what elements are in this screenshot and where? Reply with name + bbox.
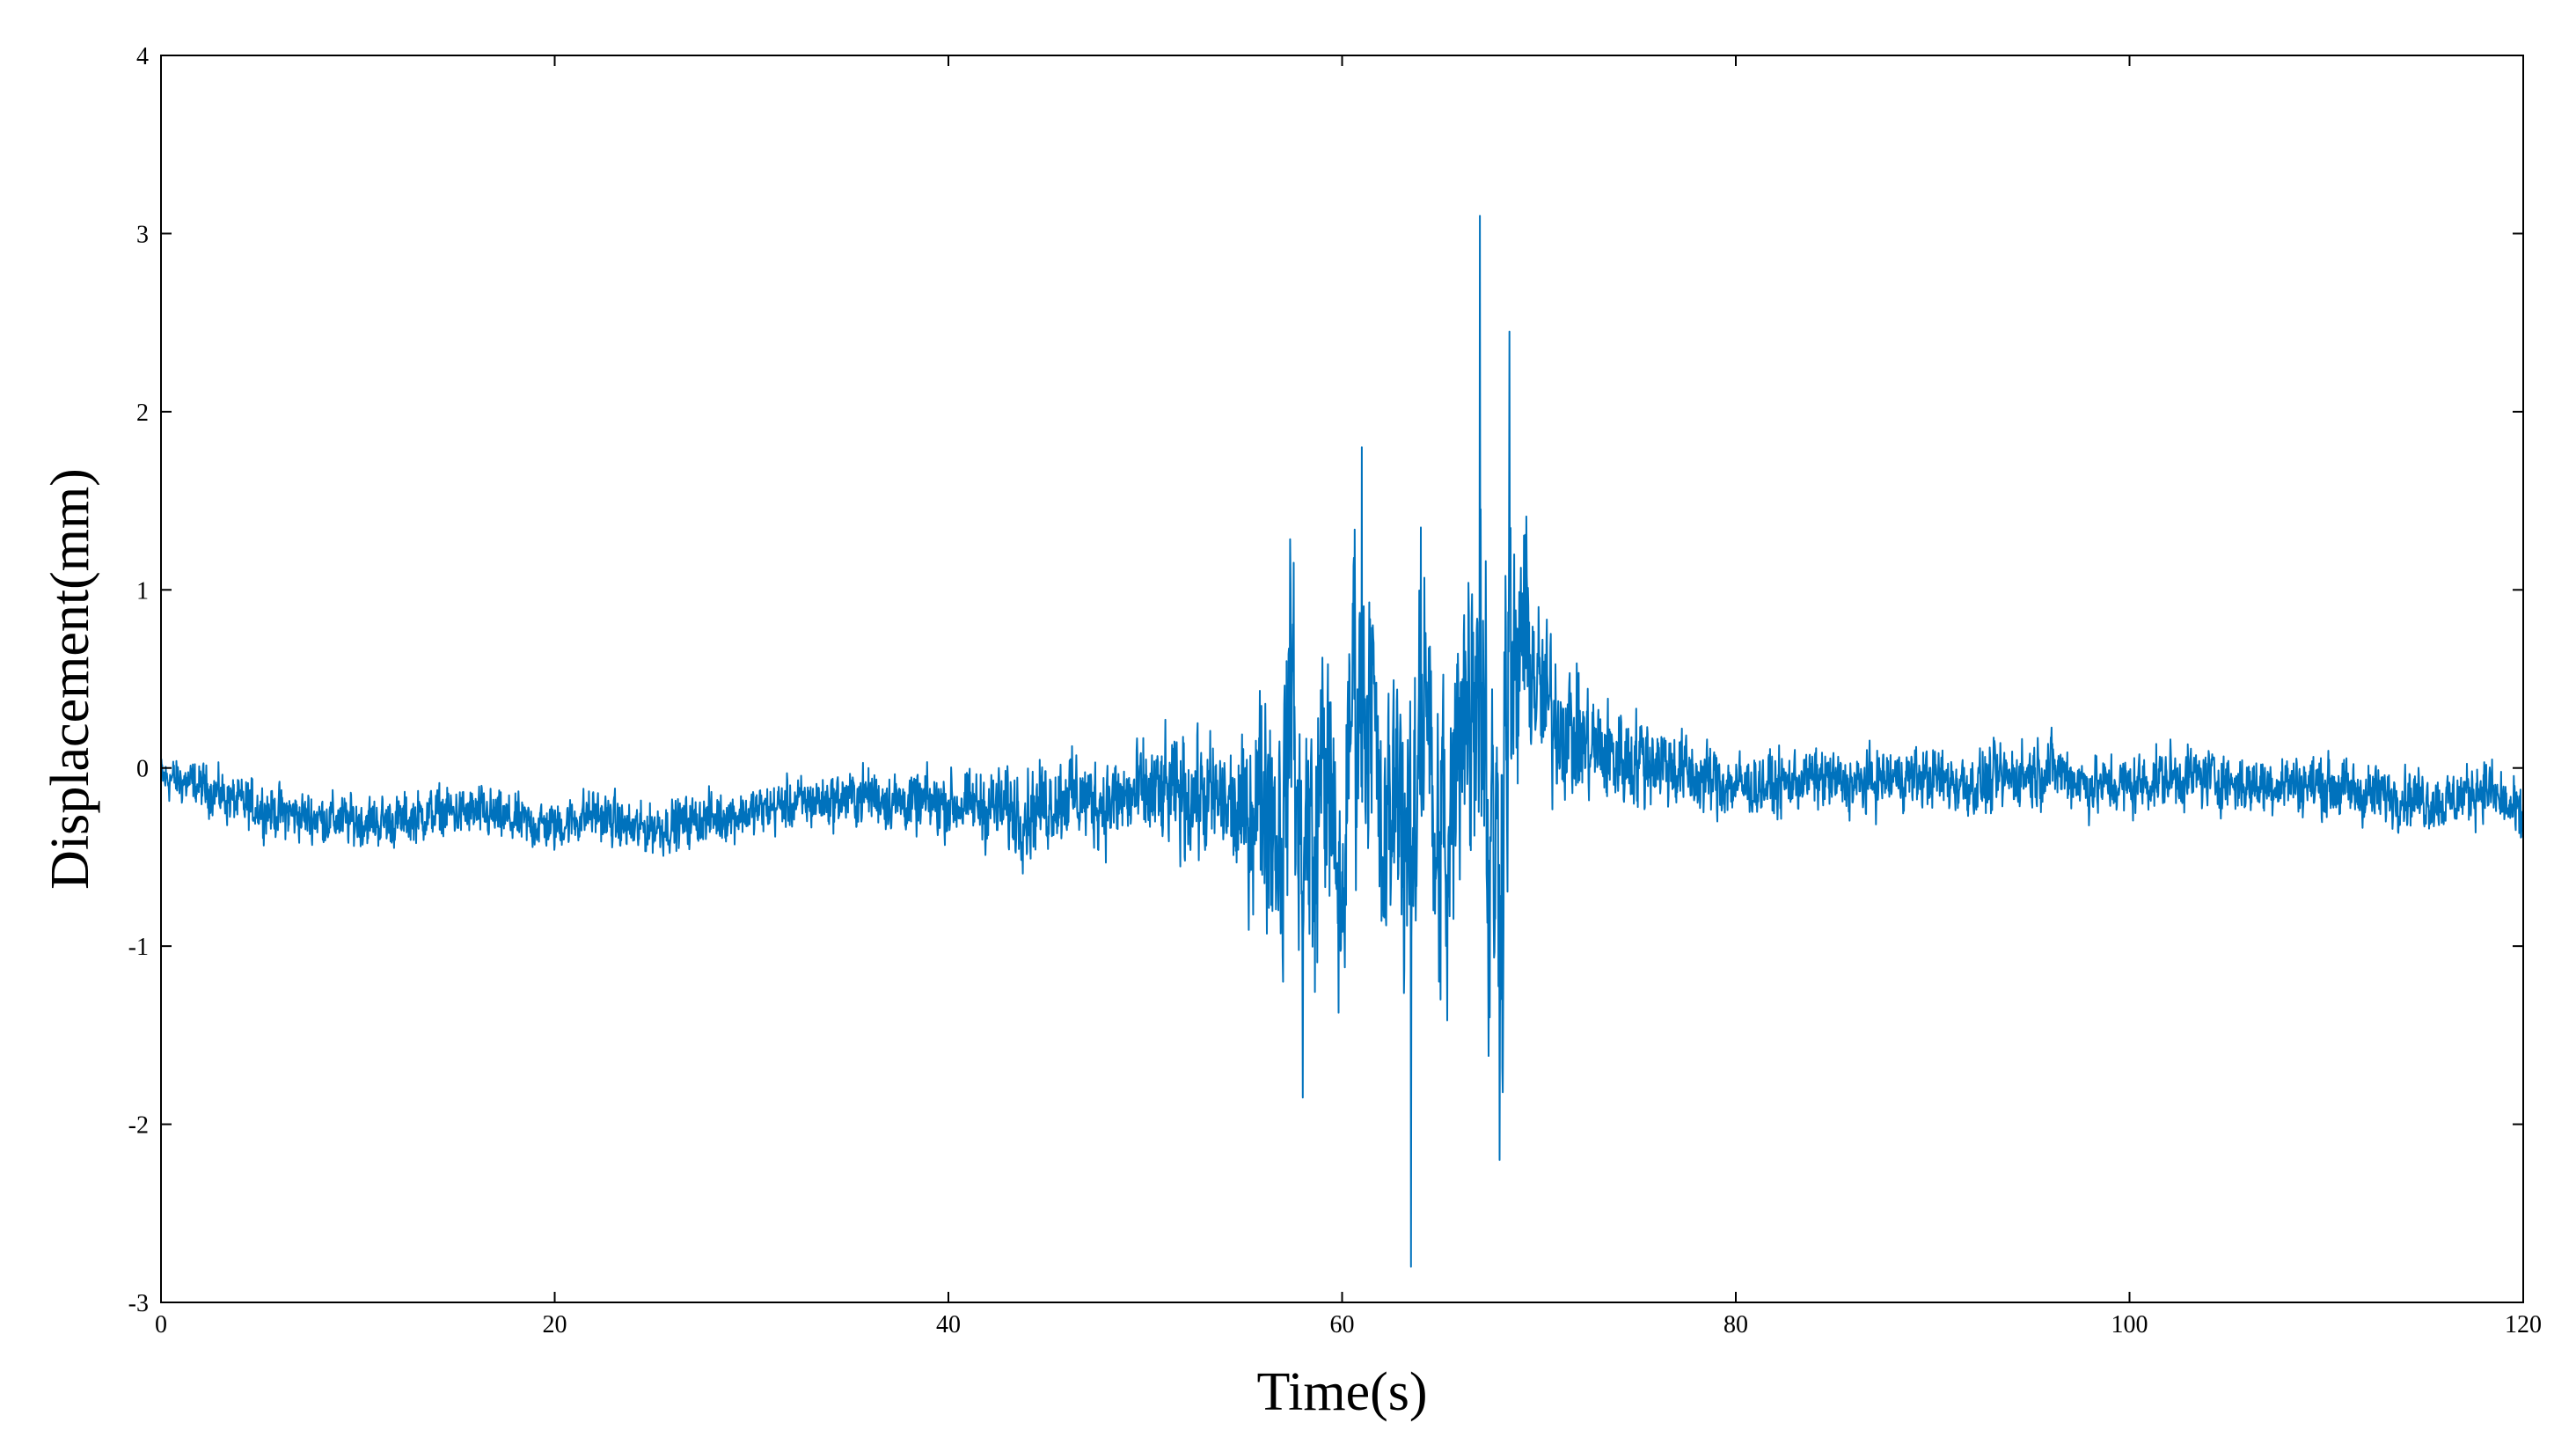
- x-tick-label: 60: [1330, 1311, 1355, 1338]
- axes-frame: [160, 55, 2524, 1303]
- y-tick-label: 1: [136, 577, 149, 605]
- x-tick-label: 120: [2505, 1311, 2542, 1338]
- x-tick-label: 0: [155, 1311, 167, 1338]
- x-tick-label: 40: [936, 1311, 961, 1338]
- y-tick-label: 0: [136, 756, 149, 783]
- axes-box: [160, 55, 2524, 1303]
- x-tick-label: 100: [2111, 1311, 2148, 1338]
- y-tick-label: -3: [128, 1290, 149, 1317]
- y-tick-label: -2: [128, 1112, 149, 1140]
- y-axis-title: Displacement(mm): [40, 468, 100, 890]
- x-axis-title: Time(s): [1256, 1362, 1427, 1422]
- y-tick-label: 2: [136, 400, 149, 427]
- y-tick-label: -1: [128, 934, 149, 961]
- x-tick-label: 80: [1723, 1311, 1748, 1338]
- x-tick-label: 20: [543, 1311, 567, 1338]
- y-tick-label: 4: [136, 43, 149, 70]
- displacement-signal-layer: [160, 215, 2524, 1268]
- displacement-series-line: [160, 215, 2524, 1268]
- axis-ticks: 0 20 40 60 80 100 120 -3 -2 -1 0 1 2 3 4: [128, 43, 2542, 1338]
- y-tick-label: 3: [136, 221, 149, 248]
